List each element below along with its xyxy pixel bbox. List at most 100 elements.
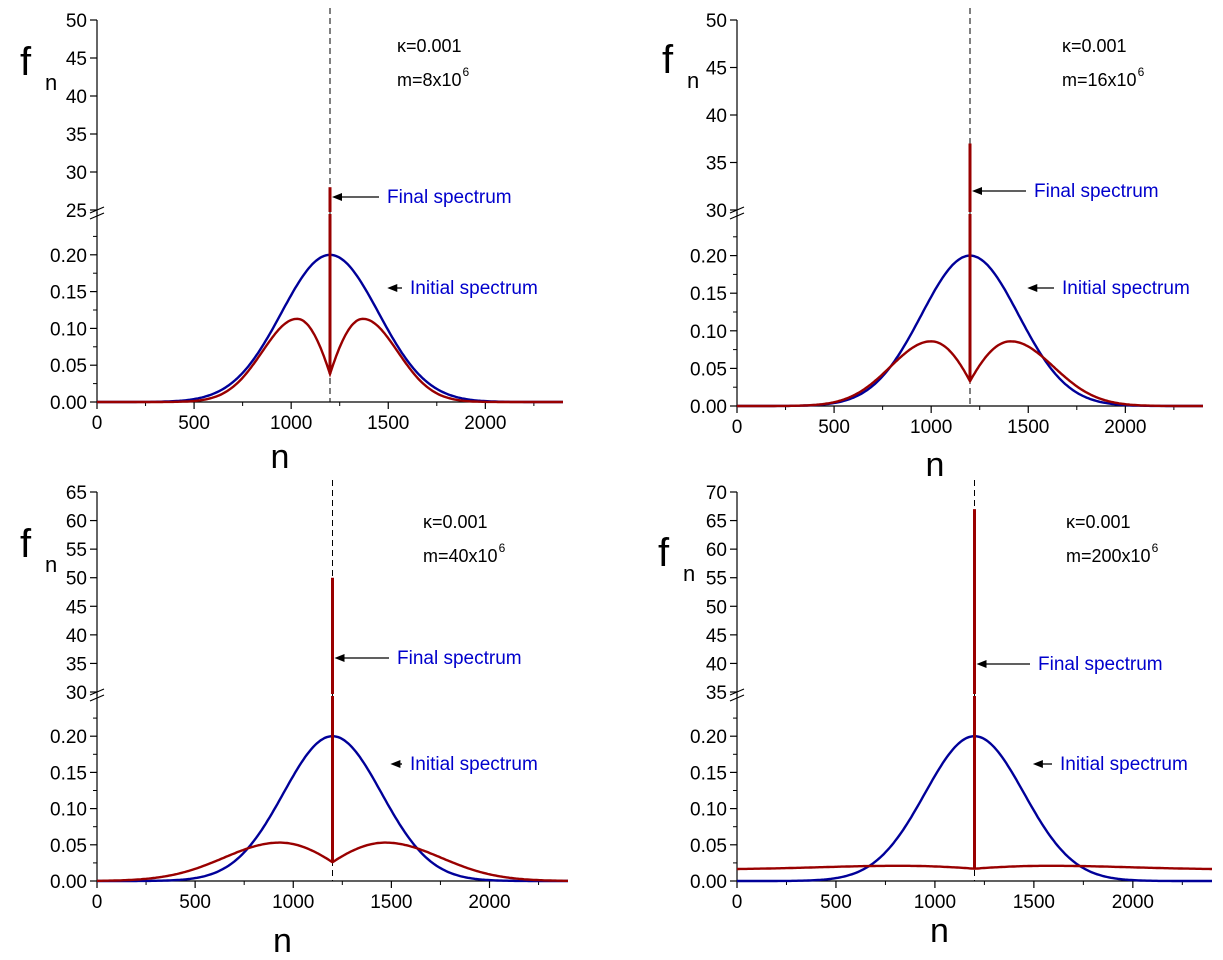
x-tick-label: 0 (732, 417, 743, 438)
y-tick-label: 40 (706, 654, 727, 675)
y-tick-label: 55 (66, 540, 87, 561)
m-label: m=40x10 (423, 546, 498, 566)
kappa-label: κ=0.001 (1062, 36, 1127, 56)
chart-panel-top-left: 0 500 1000 1500 2000 0.00 0.05 0.10 0.15 0.20 25 30… (20, 8, 563, 476)
y-tick-label: 45 (706, 59, 727, 80)
initial-spectrum-annotation: Initial spectrum (410, 278, 538, 299)
y-tick-label: 0.20 (50, 246, 87, 267)
y-tick-label: 45 (706, 626, 727, 647)
y-tick-label: 30 (66, 683, 87, 704)
initial-spectrum-annotation: Initial spectrum (410, 754, 538, 775)
y-tick-label: 0.00 (690, 397, 727, 418)
y-tick-label: 45 (66, 597, 87, 618)
y-tick-label: 50 (706, 11, 727, 32)
y-tick-label: 0.20 (690, 247, 727, 268)
y-tick-label: 0.20 (50, 727, 87, 748)
m-label-exponent: 6 (499, 541, 506, 555)
x-tick-label: 500 (178, 413, 210, 434)
x-tick-label: 1500 (1007, 417, 1049, 438)
y-tick-label: 0.00 (50, 872, 87, 893)
x-tick-label: 2000 (1104, 417, 1146, 438)
final-spectrum-annotation: Final spectrum (1034, 181, 1159, 202)
x-tick-label: 1000 (270, 413, 312, 434)
x-tick-label: 0 (732, 892, 743, 913)
y-tick-label: 0.00 (690, 872, 727, 893)
y-tick-label: 0.15 (50, 283, 87, 304)
y-tick-label: 65 (66, 483, 87, 504)
kappa-label: κ=0.001 (397, 36, 462, 56)
x-tick-label: 500 (820, 892, 852, 913)
initial-spectrum-arrowhead (387, 284, 398, 292)
y-tick-label: 35 (706, 154, 727, 175)
x-axis-label: n (271, 438, 290, 476)
m-label-exponent: 6 (1138, 65, 1145, 79)
y-tick-label: 65 (706, 512, 727, 533)
x-tick-label: 0 (92, 413, 103, 434)
y-tick-label: 55 (706, 569, 727, 590)
y-tick-label: 0.00 (50, 393, 87, 414)
m-label-exponent: 6 (1152, 541, 1159, 555)
y-tick-label: 0.10 (50, 800, 87, 821)
y-tick-label: 35 (66, 125, 87, 146)
x-tick-label: 500 (179, 892, 211, 913)
m-label: m=200x10 (1066, 546, 1151, 566)
y-tick-label: 0.10 (690, 322, 727, 343)
y-tick-label: 40 (706, 106, 727, 127)
x-tick-label: 2000 (468, 892, 510, 913)
y-tick-label: 50 (66, 11, 87, 32)
initial-spectrum-annotation: Initial spectrum (1060, 754, 1188, 775)
m-label-exponent: 6 (463, 65, 470, 79)
y-axis-label-subscript: n (687, 68, 699, 93)
x-tick-label: 1000 (272, 892, 314, 913)
series-final-spectrum (737, 340, 1203, 408)
y-tick-label: 40 (66, 626, 87, 647)
x-tick-label: 1000 (914, 892, 956, 913)
y-tick-label: 30 (66, 163, 87, 184)
chart-panel-bottom-left: 0 500 1000 1500 2000 0.00 0.05 0.10 0.15 0.20 30 35… (20, 480, 568, 960)
m-label: m=8x10 (397, 70, 462, 90)
y-tick-label: 0.20 (690, 727, 727, 748)
x-tick-label: 2000 (464, 413, 506, 434)
series-final-spectrum (97, 841, 568, 882)
y-tick-label: 0.10 (690, 800, 727, 821)
y-axis-label-subscript: n (683, 561, 695, 586)
x-tick-label: 1500 (367, 413, 409, 434)
y-tick-label: 35 (706, 683, 727, 704)
y-tick-label: 0.15 (690, 763, 727, 784)
x-tick-label: 1000 (910, 417, 952, 438)
final-spectrum-annotation: Final spectrum (387, 187, 512, 208)
x-axis-label: n (930, 912, 949, 950)
kappa-label: κ=0.001 (1066, 512, 1131, 532)
y-axis-label-subscript: n (45, 70, 57, 95)
x-tick-label: 1500 (1013, 892, 1055, 913)
x-axis-label: n (926, 446, 945, 484)
m-label: m=16x10 (1062, 70, 1137, 90)
final-spectrum-arrowhead (972, 187, 982, 195)
y-axis-label-subscript: n (45, 552, 57, 577)
series-final-spectrum (737, 864, 1212, 871)
x-axis-label: n (273, 922, 292, 955)
chart-panel-top-right: 0 500 1000 1500 2000 0.00 0.05 0.10 0.15 0.20 30 35… (662, 8, 1203, 484)
initial-spectrum-arrowhead (390, 760, 401, 768)
final-spectrum-annotation: Final spectrum (397, 648, 522, 669)
y-tick-label: 35 (66, 654, 87, 675)
y-tick-label: 25 (66, 201, 87, 222)
y-tick-label: 0.05 (50, 836, 87, 857)
y-tick-label: 60 (66, 512, 87, 533)
y-tick-label: 0.15 (50, 763, 87, 784)
y-tick-label: 40 (66, 87, 87, 108)
y-tick-label: 30 (706, 201, 727, 222)
kappa-label: κ=0.001 (423, 512, 488, 532)
initial-spectrum-arrowhead (1032, 760, 1043, 768)
y-tick-label: 0.05 (690, 359, 727, 380)
y-axis-label: f (20, 522, 32, 566)
x-tick-label: 0 (92, 892, 103, 913)
y-axis-label: f (658, 531, 670, 575)
y-axis-label: f (662, 38, 674, 82)
chart-panel-bottom-right: 0 500 1000 1500 2000 0.00 0.05 0.10 0.15 0.20 35 40… (658, 480, 1212, 950)
final-spectrum-arrowhead (976, 660, 987, 668)
y-tick-label: 0.05 (690, 836, 727, 857)
final-spectrum-arrowhead (332, 193, 342, 201)
